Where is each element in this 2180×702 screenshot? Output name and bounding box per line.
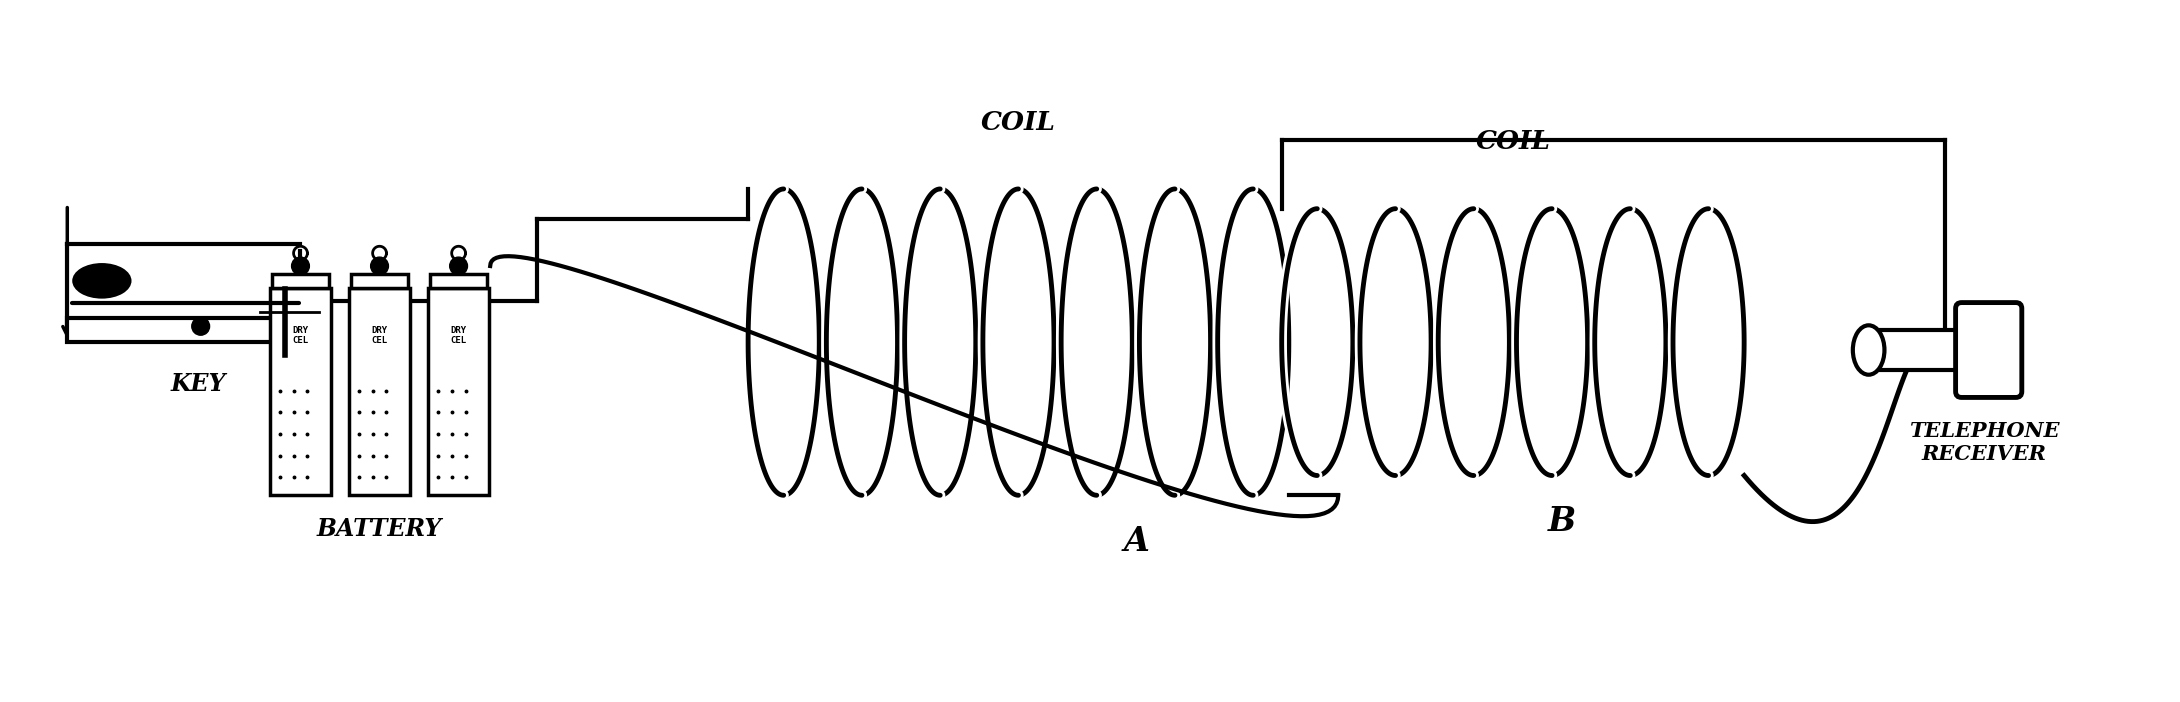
Bar (429, 274, 488, 288)
Text: DRY
CEL: DRY CEL (292, 326, 310, 345)
Circle shape (292, 257, 310, 275)
Ellipse shape (1853, 325, 1884, 375)
FancyBboxPatch shape (1955, 303, 2021, 397)
Text: KEY: KEY (170, 372, 227, 396)
Text: DRY
CEL: DRY CEL (451, 326, 467, 345)
Bar (272, 274, 329, 288)
Circle shape (449, 257, 467, 275)
Bar (1873, 330, 1977, 370)
Bar (270, 288, 331, 496)
Ellipse shape (72, 263, 131, 298)
Circle shape (192, 317, 209, 335)
Bar (427, 288, 488, 496)
Text: B: B (1548, 505, 1576, 538)
Bar (349, 288, 410, 496)
Text: COIL: COIL (981, 110, 1055, 135)
Text: A: A (1125, 525, 1151, 558)
Bar (68, 319, 305, 342)
Bar (351, 274, 408, 288)
Text: COIL: COIL (1476, 129, 1550, 154)
Text: TELEPHONE
RECEIVER: TELEPHONE RECEIVER (1910, 421, 2060, 464)
Text: DRY
CEL: DRY CEL (371, 326, 388, 345)
Circle shape (371, 257, 388, 275)
Text: BATTERY: BATTERY (316, 517, 443, 541)
